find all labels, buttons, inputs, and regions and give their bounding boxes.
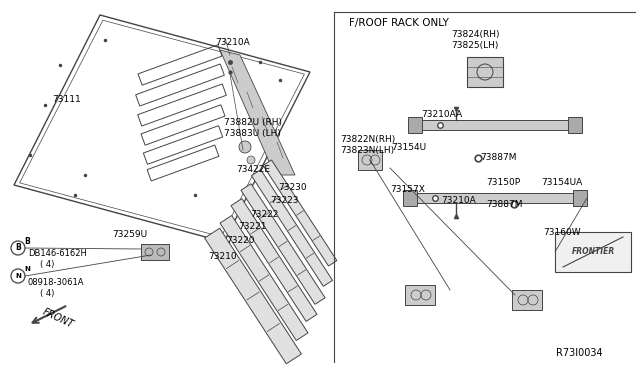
FancyBboxPatch shape — [405, 285, 435, 305]
Text: N: N — [15, 273, 21, 279]
Polygon shape — [231, 199, 317, 321]
Text: 73157X: 73157X — [390, 185, 425, 194]
Text: 73825(LH): 73825(LH) — [451, 41, 499, 50]
Text: R73I0034: R73I0034 — [556, 348, 603, 358]
Circle shape — [247, 156, 255, 164]
Text: FRONTIER: FRONTIER — [572, 247, 614, 257]
Text: 73824(RH): 73824(RH) — [451, 30, 499, 39]
Text: 73887M: 73887M — [486, 200, 522, 209]
Polygon shape — [467, 57, 503, 87]
FancyBboxPatch shape — [408, 117, 422, 133]
Polygon shape — [205, 228, 301, 364]
Text: 73154UA: 73154UA — [541, 178, 582, 187]
Text: ( 4): ( 4) — [40, 289, 54, 298]
Text: 73210A: 73210A — [441, 196, 476, 205]
Text: FRONT: FRONT — [41, 307, 75, 330]
Text: 73887M: 73887M — [480, 153, 516, 162]
Text: 73210AA: 73210AA — [421, 110, 462, 119]
Circle shape — [11, 269, 25, 283]
Text: 73222: 73222 — [250, 210, 278, 219]
FancyBboxPatch shape — [573, 190, 587, 206]
Polygon shape — [358, 150, 382, 170]
Circle shape — [11, 241, 25, 255]
Text: B: B — [24, 237, 30, 246]
Text: 73160W: 73160W — [543, 228, 580, 237]
Text: 73823N(LH): 73823N(LH) — [340, 146, 394, 155]
Text: N: N — [24, 266, 30, 272]
Text: 73259U: 73259U — [112, 230, 147, 239]
Text: 73422E: 73422E — [236, 165, 270, 174]
Text: 73220: 73220 — [226, 236, 255, 245]
Text: B: B — [15, 244, 21, 253]
FancyBboxPatch shape — [555, 232, 631, 272]
Polygon shape — [141, 244, 169, 260]
Text: 73230: 73230 — [278, 183, 307, 192]
FancyBboxPatch shape — [568, 117, 582, 133]
Text: 73822N(RH): 73822N(RH) — [340, 135, 396, 144]
Text: F/ROOF RACK ONLY: F/ROOF RACK ONLY — [349, 18, 449, 28]
Polygon shape — [220, 215, 308, 340]
FancyBboxPatch shape — [403, 190, 417, 206]
Text: 73150P: 73150P — [486, 178, 520, 187]
Text: ( 4): ( 4) — [40, 260, 54, 269]
Text: 73154U: 73154U — [391, 143, 426, 152]
Circle shape — [239, 141, 251, 153]
Polygon shape — [220, 50, 295, 175]
Text: 73210A: 73210A — [215, 38, 250, 47]
Polygon shape — [252, 170, 333, 286]
Polygon shape — [241, 184, 325, 304]
FancyBboxPatch shape — [415, 193, 575, 203]
FancyBboxPatch shape — [512, 290, 542, 310]
Text: 73210: 73210 — [208, 252, 237, 261]
Text: 73223: 73223 — [270, 196, 298, 205]
Text: 73883U (LH): 73883U (LH) — [224, 129, 281, 138]
Text: DB146-6162H: DB146-6162H — [28, 249, 87, 258]
Text: 73111: 73111 — [52, 95, 81, 104]
Polygon shape — [263, 160, 337, 266]
Text: 73882U (RH): 73882U (RH) — [224, 118, 282, 127]
Text: 08918-3061A: 08918-3061A — [28, 278, 84, 287]
Text: 73221: 73221 — [238, 222, 266, 231]
FancyBboxPatch shape — [420, 120, 570, 130]
